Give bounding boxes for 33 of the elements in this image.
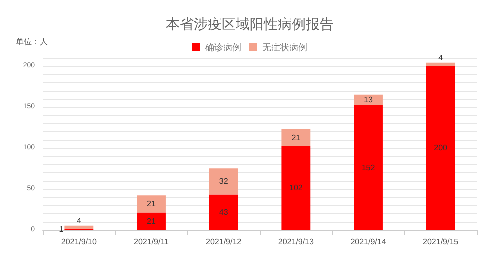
chart-title: 本省涉疫区域阳性病例报告 <box>166 17 334 33</box>
legend-label: 无症状病例 <box>262 42 308 52</box>
bar <box>282 129 311 146</box>
data-label: 13 <box>364 96 374 105</box>
data-label: 200 <box>434 144 448 153</box>
bar <box>354 94 383 106</box>
data-label: 4 <box>438 53 444 62</box>
x-tick-label: 2021/9/15 <box>423 238 460 246</box>
x-tick-label: 2021/9/14 <box>350 238 387 246</box>
bar <box>426 62 456 66</box>
bar <box>137 212 166 230</box>
bar <box>282 146 311 230</box>
data-label: 4 <box>76 216 82 226</box>
bar <box>137 196 166 213</box>
x-tick-label: 2021/9/12 <box>206 238 242 246</box>
y-axis-title: 单位：人 <box>16 38 48 46</box>
bar <box>64 226 94 230</box>
data-label: 1 <box>59 225 64 234</box>
data-label: 32 <box>219 177 229 186</box>
bar <box>209 168 238 195</box>
legend-label: 确诊病例 <box>204 42 242 52</box>
bar <box>209 194 238 230</box>
data-label: 152 <box>362 163 376 172</box>
data-label: 102 <box>289 184 304 193</box>
x-tick-label: 2021/9/10 <box>61 238 98 246</box>
data-label: 43 <box>219 208 229 217</box>
bar <box>426 66 456 230</box>
x-tick-label: 2021/9/13 <box>278 238 315 246</box>
data-label: 21 <box>147 216 156 226</box>
x-tick-label: 2021/9/11 <box>134 238 170 246</box>
bar <box>354 106 383 230</box>
data-label: 21 <box>147 200 156 209</box>
data-label: 21 <box>292 133 302 142</box>
